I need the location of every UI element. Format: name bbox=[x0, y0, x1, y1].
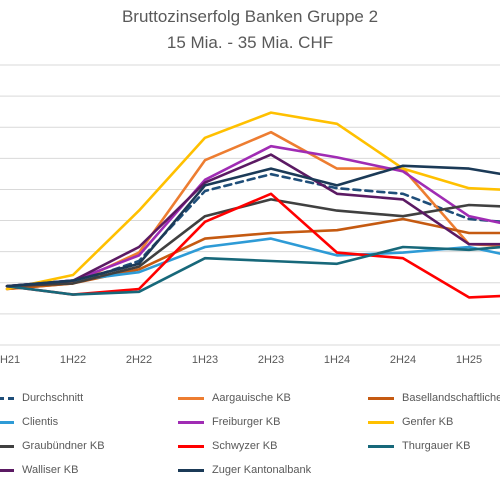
chart-title: Bruttozinserfolg Banken Gruppe 2 bbox=[121, 7, 379, 26]
legend-label: Graubündner KB bbox=[22, 440, 105, 452]
x-tick-label: 2H23 bbox=[258, 354, 284, 366]
legend-swatch bbox=[368, 396, 394, 400]
legend-swatch bbox=[178, 396, 204, 400]
legend-swatch bbox=[368, 420, 394, 424]
legend-label: Clientis bbox=[22, 416, 59, 428]
series-lines bbox=[5, 111, 500, 299]
legend-label: Durchschnitt bbox=[22, 392, 84, 404]
line-chart: 2H211H222H221H232H231H242H241H252H25 bbox=[0, 64, 500, 366]
series-line bbox=[5, 164, 500, 288]
legend-item: Walliser KB bbox=[0, 460, 78, 480]
x-tick-label: 1H22 bbox=[60, 354, 86, 366]
series-line bbox=[5, 172, 500, 288]
x-tick-label: 2H21 bbox=[0, 354, 20, 366]
legend-swatch bbox=[178, 420, 204, 424]
legend-swatch bbox=[368, 444, 394, 448]
legend-swatch bbox=[178, 444, 204, 448]
x-tick-label: 2H24 bbox=[390, 354, 416, 366]
legend-label: Aargauische KB bbox=[212, 392, 291, 404]
legend-swatch bbox=[0, 396, 14, 400]
legend-label: Schwyzer KB bbox=[212, 440, 278, 452]
legend-swatch bbox=[0, 420, 14, 424]
legend-label: Thurgauer KB bbox=[402, 440, 471, 452]
legend-label: Basellandschaftliche KB bbox=[402, 392, 500, 404]
legend-swatch bbox=[0, 444, 14, 448]
x-tick-label: 2H22 bbox=[126, 354, 152, 366]
legend-label: Freiburger KB bbox=[212, 416, 281, 428]
legend-label: Walliser KB bbox=[22, 464, 79, 476]
legend-item: Thurgauer KB bbox=[368, 436, 470, 456]
chart-subtitle: 15 Mia. - 35 Mia. CHF bbox=[166, 33, 334, 52]
legend-item: Freiburger KB bbox=[178, 412, 280, 432]
legend-item: Basellandschaftliche KB bbox=[368, 388, 500, 408]
series-line bbox=[5, 198, 500, 288]
series-line bbox=[5, 153, 500, 288]
legend-item: Durchschnitt bbox=[0, 388, 83, 408]
legend-item: Aargauische KB bbox=[178, 388, 291, 408]
legend-item: Graubündner KB bbox=[0, 436, 105, 456]
x-tick-label: 1H23 bbox=[192, 354, 218, 366]
legend-label: Genfer KB bbox=[402, 416, 454, 428]
series-line bbox=[5, 245, 500, 296]
legend-item: Genfer KB bbox=[368, 412, 453, 432]
x-axis-ticks: 2H211H222H221H232H231H242H241H252H25 bbox=[0, 354, 482, 366]
chart-legend: Durchschnitt Aargauische KB Basellandschaf… bbox=[0, 388, 500, 488]
x-tick-label: 1H25 bbox=[456, 354, 482, 366]
legend-item: Zuger Kantonalbank bbox=[178, 460, 311, 480]
x-tick-label: 1H24 bbox=[324, 354, 350, 366]
legend-swatch bbox=[178, 468, 204, 472]
legend-label: Zuger Kantonalbank bbox=[212, 464, 312, 476]
legend-item: Clientis bbox=[0, 412, 58, 432]
series-line bbox=[5, 111, 500, 291]
legend-swatch bbox=[0, 468, 14, 472]
legend-item: Schwyzer KB bbox=[178, 436, 277, 456]
series-line bbox=[5, 144, 500, 288]
